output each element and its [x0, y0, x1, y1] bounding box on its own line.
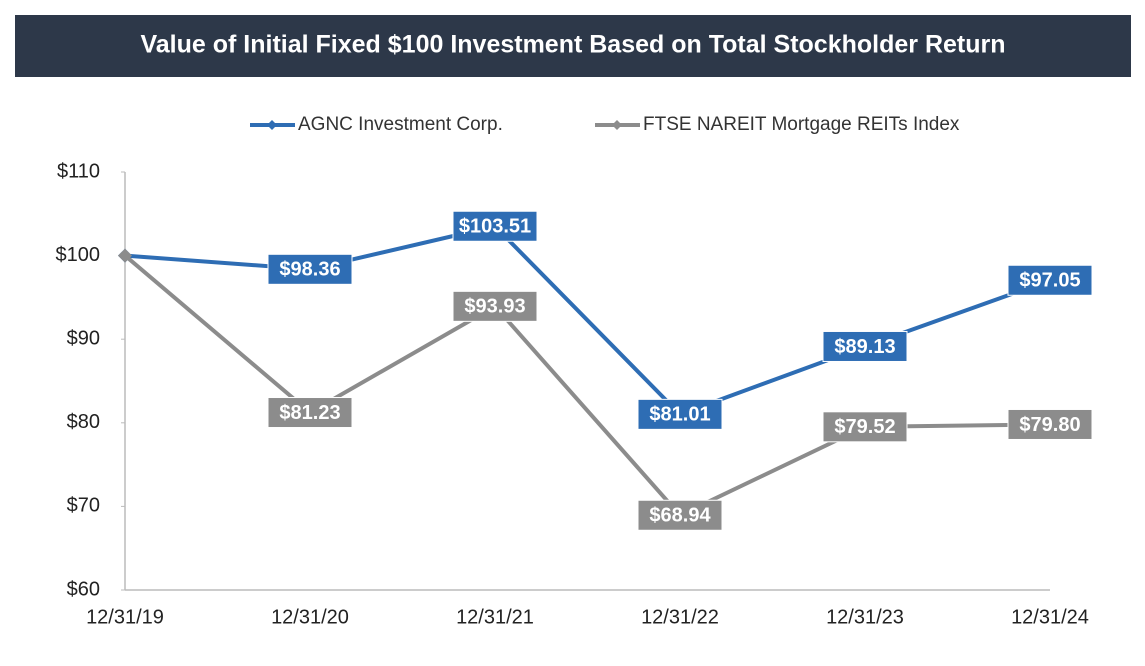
series-line — [124, 224, 1051, 417]
legend-label: FTSE NAREIT Mortgage REITs Index — [643, 114, 960, 135]
value-label: $103.51 — [459, 216, 531, 238]
value-label-box — [637, 499, 723, 531]
value-label: $68.94 — [649, 505, 711, 527]
point-marker — [118, 248, 132, 263]
value-label-box — [637, 398, 723, 430]
value-label-box — [1007, 264, 1093, 296]
y-tick-label: $60 — [67, 578, 100, 600]
legend-marker — [612, 120, 622, 130]
value-label: $81.23 — [279, 402, 340, 424]
x-tick-label: 12/31/19 — [86, 606, 164, 628]
y-tick-label: $110 — [57, 160, 100, 182]
x-tick-label: 12/31/22 — [641, 606, 719, 628]
y-tick-label: $80 — [67, 411, 100, 433]
value-label: $97.05 — [1019, 270, 1080, 292]
value-label-box — [267, 253, 353, 285]
legend-label: AGNC Investment Corp. — [298, 114, 503, 135]
y-tick-label: $70 — [67, 495, 100, 517]
value-label-box — [452, 210, 538, 242]
value-label: $89.13 — [834, 336, 895, 358]
y-tick-label: $90 — [67, 327, 100, 349]
value-label-box — [822, 411, 908, 443]
value-label: $81.01 — [649, 404, 710, 426]
value-label-box — [1007, 408, 1093, 440]
value-label-box — [267, 397, 353, 429]
value-label: $93.93 — [464, 296, 525, 318]
value-label: $79.80 — [1019, 414, 1080, 436]
x-tick-label: 12/31/21 — [456, 606, 534, 628]
x-tick-label: 12/31/24 — [1011, 606, 1089, 628]
x-tick-label: 12/31/20 — [271, 606, 349, 628]
legend-marker — [267, 120, 277, 130]
value-label: $98.36 — [279, 259, 340, 281]
value-label: $79.52 — [834, 416, 895, 438]
series-line — [123, 254, 1051, 518]
value-label-box — [822, 330, 908, 362]
value-label-box — [452, 290, 538, 322]
x-tick-label: 12/31/23 — [826, 606, 904, 628]
chart-title: Value of Initial Fixed $100 Investment B… — [140, 31, 1005, 59]
title-bar — [15, 15, 1131, 77]
y-tick-label: $100 — [56, 244, 101, 266]
